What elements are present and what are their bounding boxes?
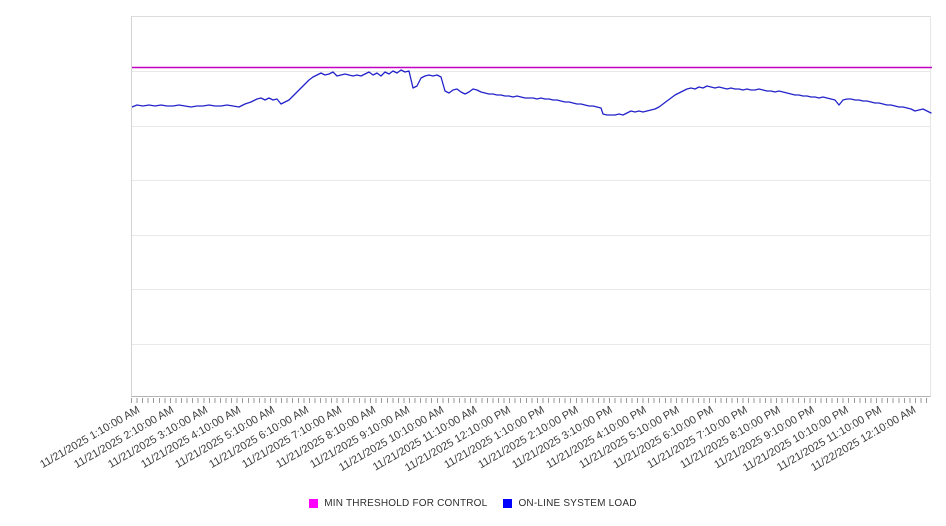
gridline (132, 343, 930, 345)
gridline (132, 289, 930, 291)
legend-item: MIN THRESHOLD FOR CONTROL (309, 498, 487, 509)
legend-swatch-icon (309, 498, 319, 508)
system-load-line (132, 69, 932, 116)
plot-area (131, 16, 932, 397)
legend-label: ON-LINE SYSTEM LOAD (518, 497, 637, 509)
gridline (132, 71, 930, 73)
gridline (132, 234, 930, 236)
legend-label: MIN THRESHOLD FOR CONTROL (324, 497, 488, 509)
x-axis-minor-ticks (131, 398, 931, 403)
legend-item: ON-LINE SYSTEM LOAD (503, 497, 637, 509)
legend-swatch-icon (503, 498, 513, 508)
gridline (132, 180, 930, 182)
series-svg (132, 66, 932, 116)
legend: MIN THRESHOLD FOR CONTROL ON-LINE SYSTEM … (0, 495, 946, 511)
gridline (132, 125, 930, 127)
